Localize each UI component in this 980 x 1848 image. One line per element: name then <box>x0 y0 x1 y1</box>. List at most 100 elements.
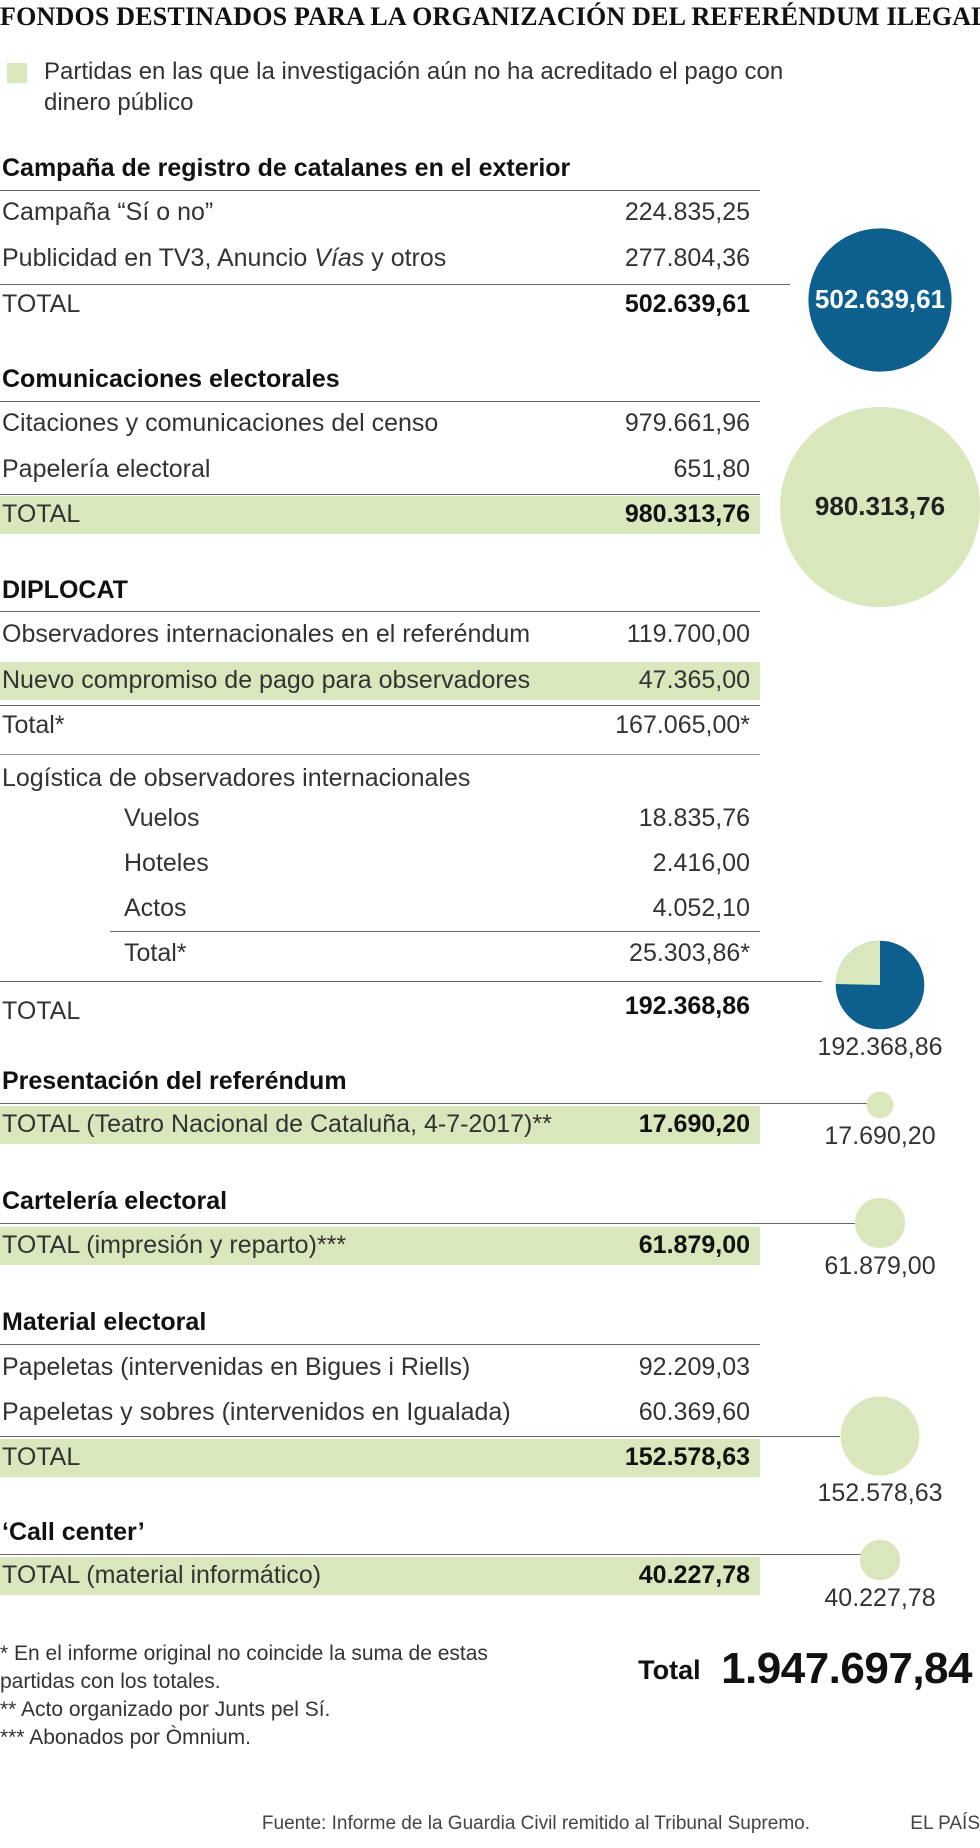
row-value: 167.065,00* <box>615 711 750 739</box>
table-row-highlighted: Nuevo compromiso de pago para observador… <box>0 662 760 700</box>
row-value: 61.879,00 <box>638 1231 750 1259</box>
section-title-diplocat: DIPLOCAT <box>2 576 128 604</box>
row-label: TOTAL <box>2 290 81 318</box>
rule <box>110 931 760 932</box>
bubble-label: 502.639,61 <box>814 284 946 314</box>
row-label: TOTAL (material informático) <box>2 1561 322 1589</box>
row-label: Citaciones y comunicaciones del censo <box>2 409 439 437</box>
row-value: 277.804,36 <box>624 244 750 272</box>
section-title-material: Material electoral <box>2 1308 207 1336</box>
row-value: 2.416,00 <box>652 849 750 877</box>
table-row-total: TOTAL 192.368,86 <box>0 988 760 1028</box>
bubble-label: 980.313,76 <box>814 491 946 521</box>
bubble-presentaci-n-del-refer-ndum <box>866 1091 894 1119</box>
row-label: Papelería electoral <box>2 455 211 483</box>
table-row-total: TOTAL 980.313,76 <box>0 496 760 534</box>
row-label: Total* <box>124 939 187 967</box>
table-row-total: TOTAL 502.639,61 <box>0 286 760 326</box>
table-row-total: TOTAL (impresión y reparto)*** 61.879,00 <box>0 1227 760 1265</box>
row-label: Vuelos <box>124 804 200 832</box>
bubble-label: 61.879,00 <box>824 1252 936 1281</box>
row-value: 40.227,78 <box>638 1561 750 1589</box>
chart-title: FONDOS DESTINADOS PARA LA ORGANIZACIÓN D… <box>0 2 980 31</box>
logistica-title: Logística de observadores internacionale… <box>0 760 760 800</box>
row-label: Papeletas (intervenidas en Bigues i Riel… <box>2 1353 471 1381</box>
grand-total-label: Total <box>638 1655 701 1685</box>
legend-swatch <box>7 63 27 83</box>
row-value: 192.368,86 <box>624 992 750 1020</box>
footnote-2: ** Acto organizado por Junts pel Sí. <box>0 1698 331 1721</box>
section-title-comunicaciones: Comunicaciones electorales <box>2 365 340 393</box>
section-title-registro: Campaña de registro de catalanes en el e… <box>2 154 571 182</box>
bubble-campa-a-de-registro-de-catalanes-en-el-exterior <box>808 228 952 372</box>
bubble-material-electoral <box>840 1396 920 1476</box>
table-row-total: TOTAL 152.578,63 <box>0 1439 760 1477</box>
row-value: 18.835,76 <box>638 804 750 832</box>
table-row-subtotal: Total* 167.065,00* <box>0 707 760 747</box>
rule <box>0 1223 860 1224</box>
row-label: Publicidad en TV3, Anuncio Vías y otros <box>2 244 447 272</box>
section-title-presentacion: Presentación del referéndum <box>2 1067 347 1095</box>
bubble-label: 17.690,20 <box>824 1122 936 1151</box>
footnotes: * En el informe original no coincide la … <box>0 1640 520 1752</box>
rule <box>0 284 790 285</box>
grand-total-value: 1.947.697,84 <box>721 1644 972 1693</box>
rule <box>0 190 760 191</box>
section-title-carteleria: Cartelería electoral <box>2 1187 228 1215</box>
row-value: 152.578,63 <box>624 1443 750 1471</box>
bubble-diplocat <box>835 940 925 1030</box>
grand-total: Total 1.947.697,84 <box>638 1644 972 1694</box>
footnote-3: *** Abonados por Òmnium. <box>0 1726 251 1749</box>
row-value: 979.661,96 <box>624 409 750 437</box>
row-label: TOTAL <box>2 1443 81 1471</box>
table-row: Publicidad en TV3, Anuncio Vías y otros … <box>0 240 760 280</box>
row-label: Observadores internacionales en el refer… <box>2 620 531 648</box>
row-value: 60.369,60 <box>638 1398 750 1426</box>
table-row: Vuelos 18.835,76 <box>0 800 760 840</box>
row-label: Papeletas y sobres (intervenidos en Igua… <box>2 1398 511 1426</box>
rule <box>0 1103 868 1104</box>
bubble-comunicaciones-electorales <box>780 407 980 607</box>
row-value: 224.835,25 <box>624 198 750 226</box>
bubble-label: 152.578,63 <box>817 1479 943 1508</box>
rule <box>0 1344 760 1345</box>
table-row-total: TOTAL (Teatro Nacional de Cataluña, 4-7-… <box>0 1106 760 1144</box>
brand-logo: EL PAÍS <box>910 1813 980 1834</box>
row-label: Total* <box>2 711 65 739</box>
legend-text: Partidas en las que la investigación aún… <box>44 58 784 116</box>
table-row: Hoteles 2.416,00 <box>0 845 760 885</box>
rule <box>0 1436 840 1437</box>
row-label: Hoteles <box>124 849 209 877</box>
table-row-total: TOTAL (material informático) 40.227,78 <box>0 1557 760 1595</box>
row-value: 92.209,03 <box>638 1353 750 1381</box>
row-value: 980.313,76 <box>624 500 750 528</box>
rule <box>0 401 760 402</box>
row-value: 4.052,10 <box>652 894 750 922</box>
bubble-label: 40.227,78 <box>824 1584 936 1613</box>
row-value: 47.365,00 <box>638 666 750 694</box>
row-label: TOTAL (impresión y reparto)*** <box>2 1231 347 1259</box>
table-row: Papeletas y sobres (intervenidos en Igua… <box>0 1394 760 1434</box>
bubble-call-center <box>859 1539 901 1581</box>
row-label: Actos <box>124 894 187 922</box>
row-label: TOTAL (Teatro Nacional de Cataluña, 4-7-… <box>2 1110 552 1138</box>
pie-slice-no-acreditado <box>835 940 880 985</box>
rule <box>0 1554 866 1555</box>
table-row: Observadores internacionales en el refer… <box>0 616 760 656</box>
rule <box>0 494 760 495</box>
row-value: 651,80 <box>673 455 750 483</box>
row-label: Logística de observadores internacionale… <box>2 764 471 792</box>
table-row: Papelería electoral 651,80 <box>0 451 760 491</box>
row-value: 17.690,20 <box>638 1110 750 1138</box>
row-value: 119.700,00 <box>626 620 750 648</box>
table-row: Papeletas (intervenidas en Bigues i Riel… <box>0 1349 760 1389</box>
row-label: Campaña “Sí o no” <box>2 198 214 226</box>
table-row-subtotal: Total* 25.303,86* <box>0 935 760 975</box>
rule <box>0 981 822 982</box>
row-label: Nuevo compromiso de pago para observador… <box>2 666 531 694</box>
table-row: Campaña “Sí o no” 224.835,25 <box>0 194 760 234</box>
table-row: Citaciones y comunicaciones del censo 97… <box>0 405 760 445</box>
row-label: TOTAL <box>2 997 81 1025</box>
rule <box>0 611 760 612</box>
